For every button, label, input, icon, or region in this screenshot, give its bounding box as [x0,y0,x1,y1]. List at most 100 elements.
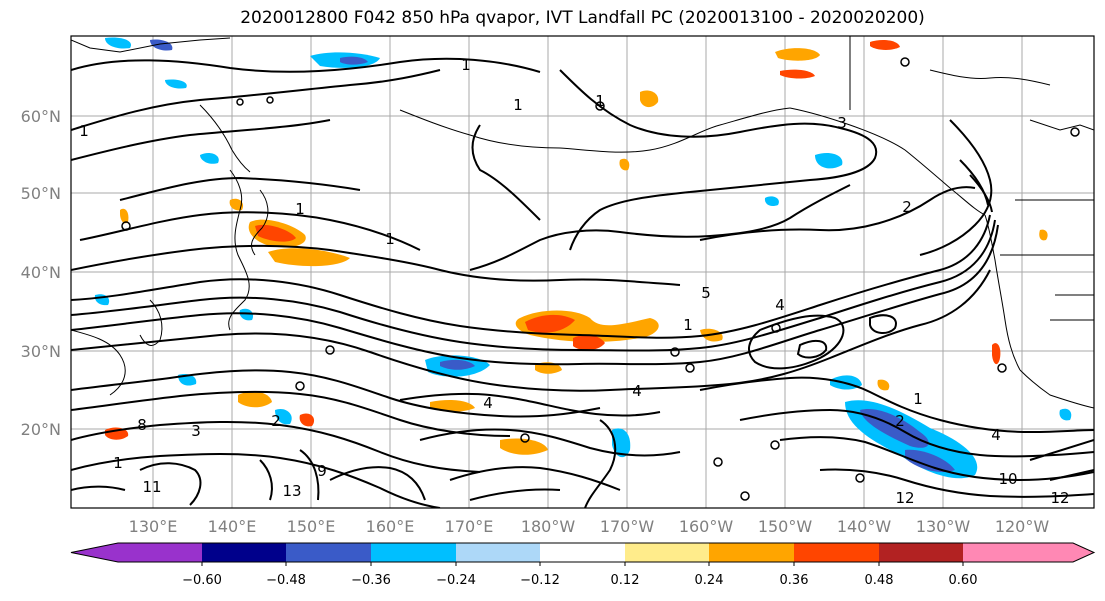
positive-anomaly-patch [640,90,659,108]
positive-anomaly-patch [120,208,129,224]
contour-label: 2 [902,198,912,216]
contour-label: 1 [295,200,305,218]
positive-anomaly-patch [299,413,315,427]
colorbar-tick-label: 0.48 [865,573,894,588]
positive-anomaly-patch [992,343,1001,365]
longitude-label: 140°E [208,517,257,536]
positive-anomaly-patch [877,379,890,391]
contour-label: 3 [837,114,847,132]
colorbar-segment [709,543,794,562]
contour-label: 1 [683,316,693,334]
negative-anomaly-patch [1059,408,1072,421]
colorbar-outline [70,542,1096,563]
colorbar-segment [202,543,286,562]
contour-label: 1 [513,96,523,114]
negative-anomaly-patch [612,428,631,458]
colorbar-segment [456,543,540,562]
longitude-labels: 130°E 140°E 150°E 160°E 170°E 180°W 170°W 160°W… [129,517,1050,536]
colorbar-tick-label: 0.36 [780,573,809,588]
contour-label: 4 [991,426,1001,444]
contour-label: 12 [895,489,914,507]
colorbar-segment [71,543,202,562]
contour-label: 4 [632,382,642,400]
latitude-label: 60°N [21,107,61,126]
negative-anomaly-patch [200,152,219,164]
longitude-label: 170°E [445,517,494,536]
negative-anomaly-patch [815,153,843,169]
contour-label: 5 [701,284,711,302]
colorbar-tick-label: −0.36 [351,573,391,588]
longitude-label: 180°W [521,517,576,536]
positive-anomaly-patch [619,158,630,171]
colorbar-tick-label: 0.12 [611,573,640,588]
positive-anomaly-patch [780,69,815,79]
colorbar-tick-label: −0.24 [436,573,476,588]
negative-anomaly-patch [105,37,131,49]
positive-anomaly-patch [525,314,575,333]
colorbar-segment [794,543,879,562]
negative-anomaly-patch [340,56,368,65]
positive-anomaly-patch [775,48,820,61]
positive-anomaly-patch [238,391,272,408]
colorbar-tick-label: −0.12 [520,573,560,588]
longitude-label: 150°W [758,517,813,536]
latitude-label: 50°N [21,184,61,203]
longitude-label: 120°W [995,517,1050,536]
contour-label: 3 [191,422,201,440]
contour-label: 2 [895,412,905,430]
longitude-label: 150°E [287,517,336,536]
negative-anomaly-patch [150,39,173,51]
negative-anomaly-patch [905,449,955,473]
colorbar-tick-label: −0.48 [266,573,306,588]
contour-label: 1 [461,56,471,74]
negative-anomaly-patch [165,79,187,89]
positive-anomaly-patch [430,400,475,412]
ivt-contours [71,57,1094,508]
positive-anomaly-patch [268,248,350,267]
positive-anomaly-patch [229,198,244,211]
colorbar-segment [371,543,456,562]
contour-label: 1 [913,390,923,408]
contour-label: 4 [483,394,493,412]
map-title: 2020012800 F042 850 hPa qvapor, IVT Land… [240,8,925,28]
latitude-label: 30°N [21,342,61,361]
positive-anomaly-patch [500,438,548,455]
longitude-label: 130°W [916,517,971,536]
positive-anomaly-patch [255,224,296,242]
longitude-label: 160°E [366,517,415,536]
colorbar: −0.60 −0.48 −0.36 −0.24 −0.12 0.12 0.24 0.36 0.4… [70,542,1096,588]
coastlines [71,36,1094,409]
contour-label: 1 [595,92,605,110]
colorbar-tick-label: 0.24 [695,573,724,588]
positive-anomaly-patch [870,39,900,50]
plot-frame [70,35,1095,509]
contour-label: 12 [1050,489,1069,507]
positive-anomaly-patch [573,334,605,351]
latitude-labels: 60°N 50°N 40°N 30°N 20°N [21,107,61,439]
colorbar-tick-label: 0.60 [949,573,978,588]
negative-anomaly-patch [764,196,779,207]
contour-label: 13 [282,482,301,500]
longitude-label: 160°W [679,517,734,536]
contour-label: 10 [998,470,1017,488]
colorbar-segment [540,543,625,562]
contour-label: 1 [113,454,123,472]
contour-label: 1 [385,230,395,248]
contour-label: 2 [271,412,281,430]
small-contour-loops [121,57,1080,501]
longitude-label: 140°W [837,517,892,536]
latitude-label: 40°N [21,263,61,282]
colorbar-segment [963,543,1094,562]
negative-anomaly-patch [275,408,292,425]
colorbar-segment [286,543,371,562]
colorbar-tick-label: −0.60 [182,573,222,588]
contour-label: 4 [775,296,785,314]
longitude-label: 130°E [129,517,178,536]
longitude-label: 170°W [600,517,655,536]
latitude-label: 20°N [21,420,61,439]
negative-anomaly-patch [440,359,475,370]
contour-label: 8 [137,416,147,434]
negative-anomaly-patch [239,308,254,321]
